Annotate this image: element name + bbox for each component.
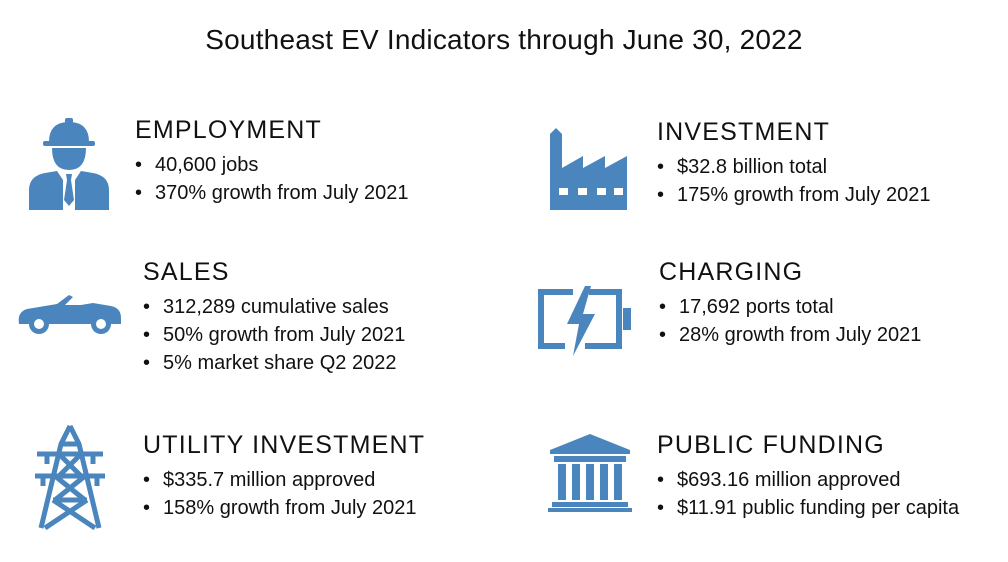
investment-heading: INVESTMENT bbox=[657, 118, 831, 146]
page-title: Southeast EV Indicators through June 30,… bbox=[205, 24, 803, 55]
employment-section: EMPLOYMENT 40,600 jobs 370% growth from … bbox=[135, 116, 408, 207]
list-item: $335.7 million approved bbox=[143, 466, 425, 494]
list-item: 50% growth from July 2021 bbox=[143, 321, 405, 349]
list-item: 175% growth from July 2021 bbox=[657, 181, 930, 209]
list-item: $11.91 public funding per capita bbox=[657, 494, 959, 522]
public-funding-list: $693.16 million approved $11.91 public f… bbox=[657, 466, 959, 522]
charging-heading: CHARGING bbox=[659, 258, 804, 286]
utility-section: UTILITY INVESTMENT $335.7 million approv… bbox=[143, 431, 425, 522]
list-item: 5% market share Q2 2022 bbox=[143, 349, 405, 377]
investment-list: $32.8 billion total 175% growth from Jul… bbox=[657, 153, 930, 209]
sales-heading: SALES bbox=[143, 258, 230, 286]
public-funding-section: PUBLIC FUNDING $693.16 million approved … bbox=[657, 431, 959, 522]
list-item: 370% growth from July 2021 bbox=[135, 179, 408, 207]
employment-list: 40,600 jobs 370% growth from July 2021 bbox=[135, 151, 408, 207]
utility-heading: UTILITY INVESTMENT bbox=[143, 431, 426, 459]
list-item: $693.16 million approved bbox=[657, 466, 959, 494]
battery-charging-icon bbox=[535, 284, 635, 358]
list-item: 17,692 ports total bbox=[659, 293, 921, 321]
sales-list: 312,289 cumulative sales 50% growth from… bbox=[143, 293, 405, 377]
list-item: $32.8 billion total bbox=[657, 153, 930, 181]
car-icon bbox=[15, 294, 125, 334]
list-item: 312,289 cumulative sales bbox=[143, 293, 405, 321]
bank-building-icon bbox=[548, 432, 632, 512]
investment-section: INVESTMENT $32.8 billion total 175% grow… bbox=[657, 118, 930, 209]
list-item: 158% growth from July 2021 bbox=[143, 494, 425, 522]
factory-icon bbox=[547, 122, 631, 210]
public-funding-heading: PUBLIC FUNDING bbox=[657, 431, 885, 459]
charging-list: 17,692 ports total 28% growth from July … bbox=[659, 293, 921, 349]
list-item: 28% growth from July 2021 bbox=[659, 321, 921, 349]
worker-icon bbox=[27, 118, 111, 210]
power-tower-icon bbox=[33, 424, 107, 530]
charging-section: CHARGING 17,692 ports total 28% growth f… bbox=[659, 258, 921, 349]
employment-heading: EMPLOYMENT bbox=[135, 116, 323, 144]
sales-section: SALES 312,289 cumulative sales 50% growt… bbox=[143, 258, 405, 377]
utility-list: $335.7 million approved 158% growth from… bbox=[143, 466, 425, 522]
list-item: 40,600 jobs bbox=[135, 151, 408, 179]
